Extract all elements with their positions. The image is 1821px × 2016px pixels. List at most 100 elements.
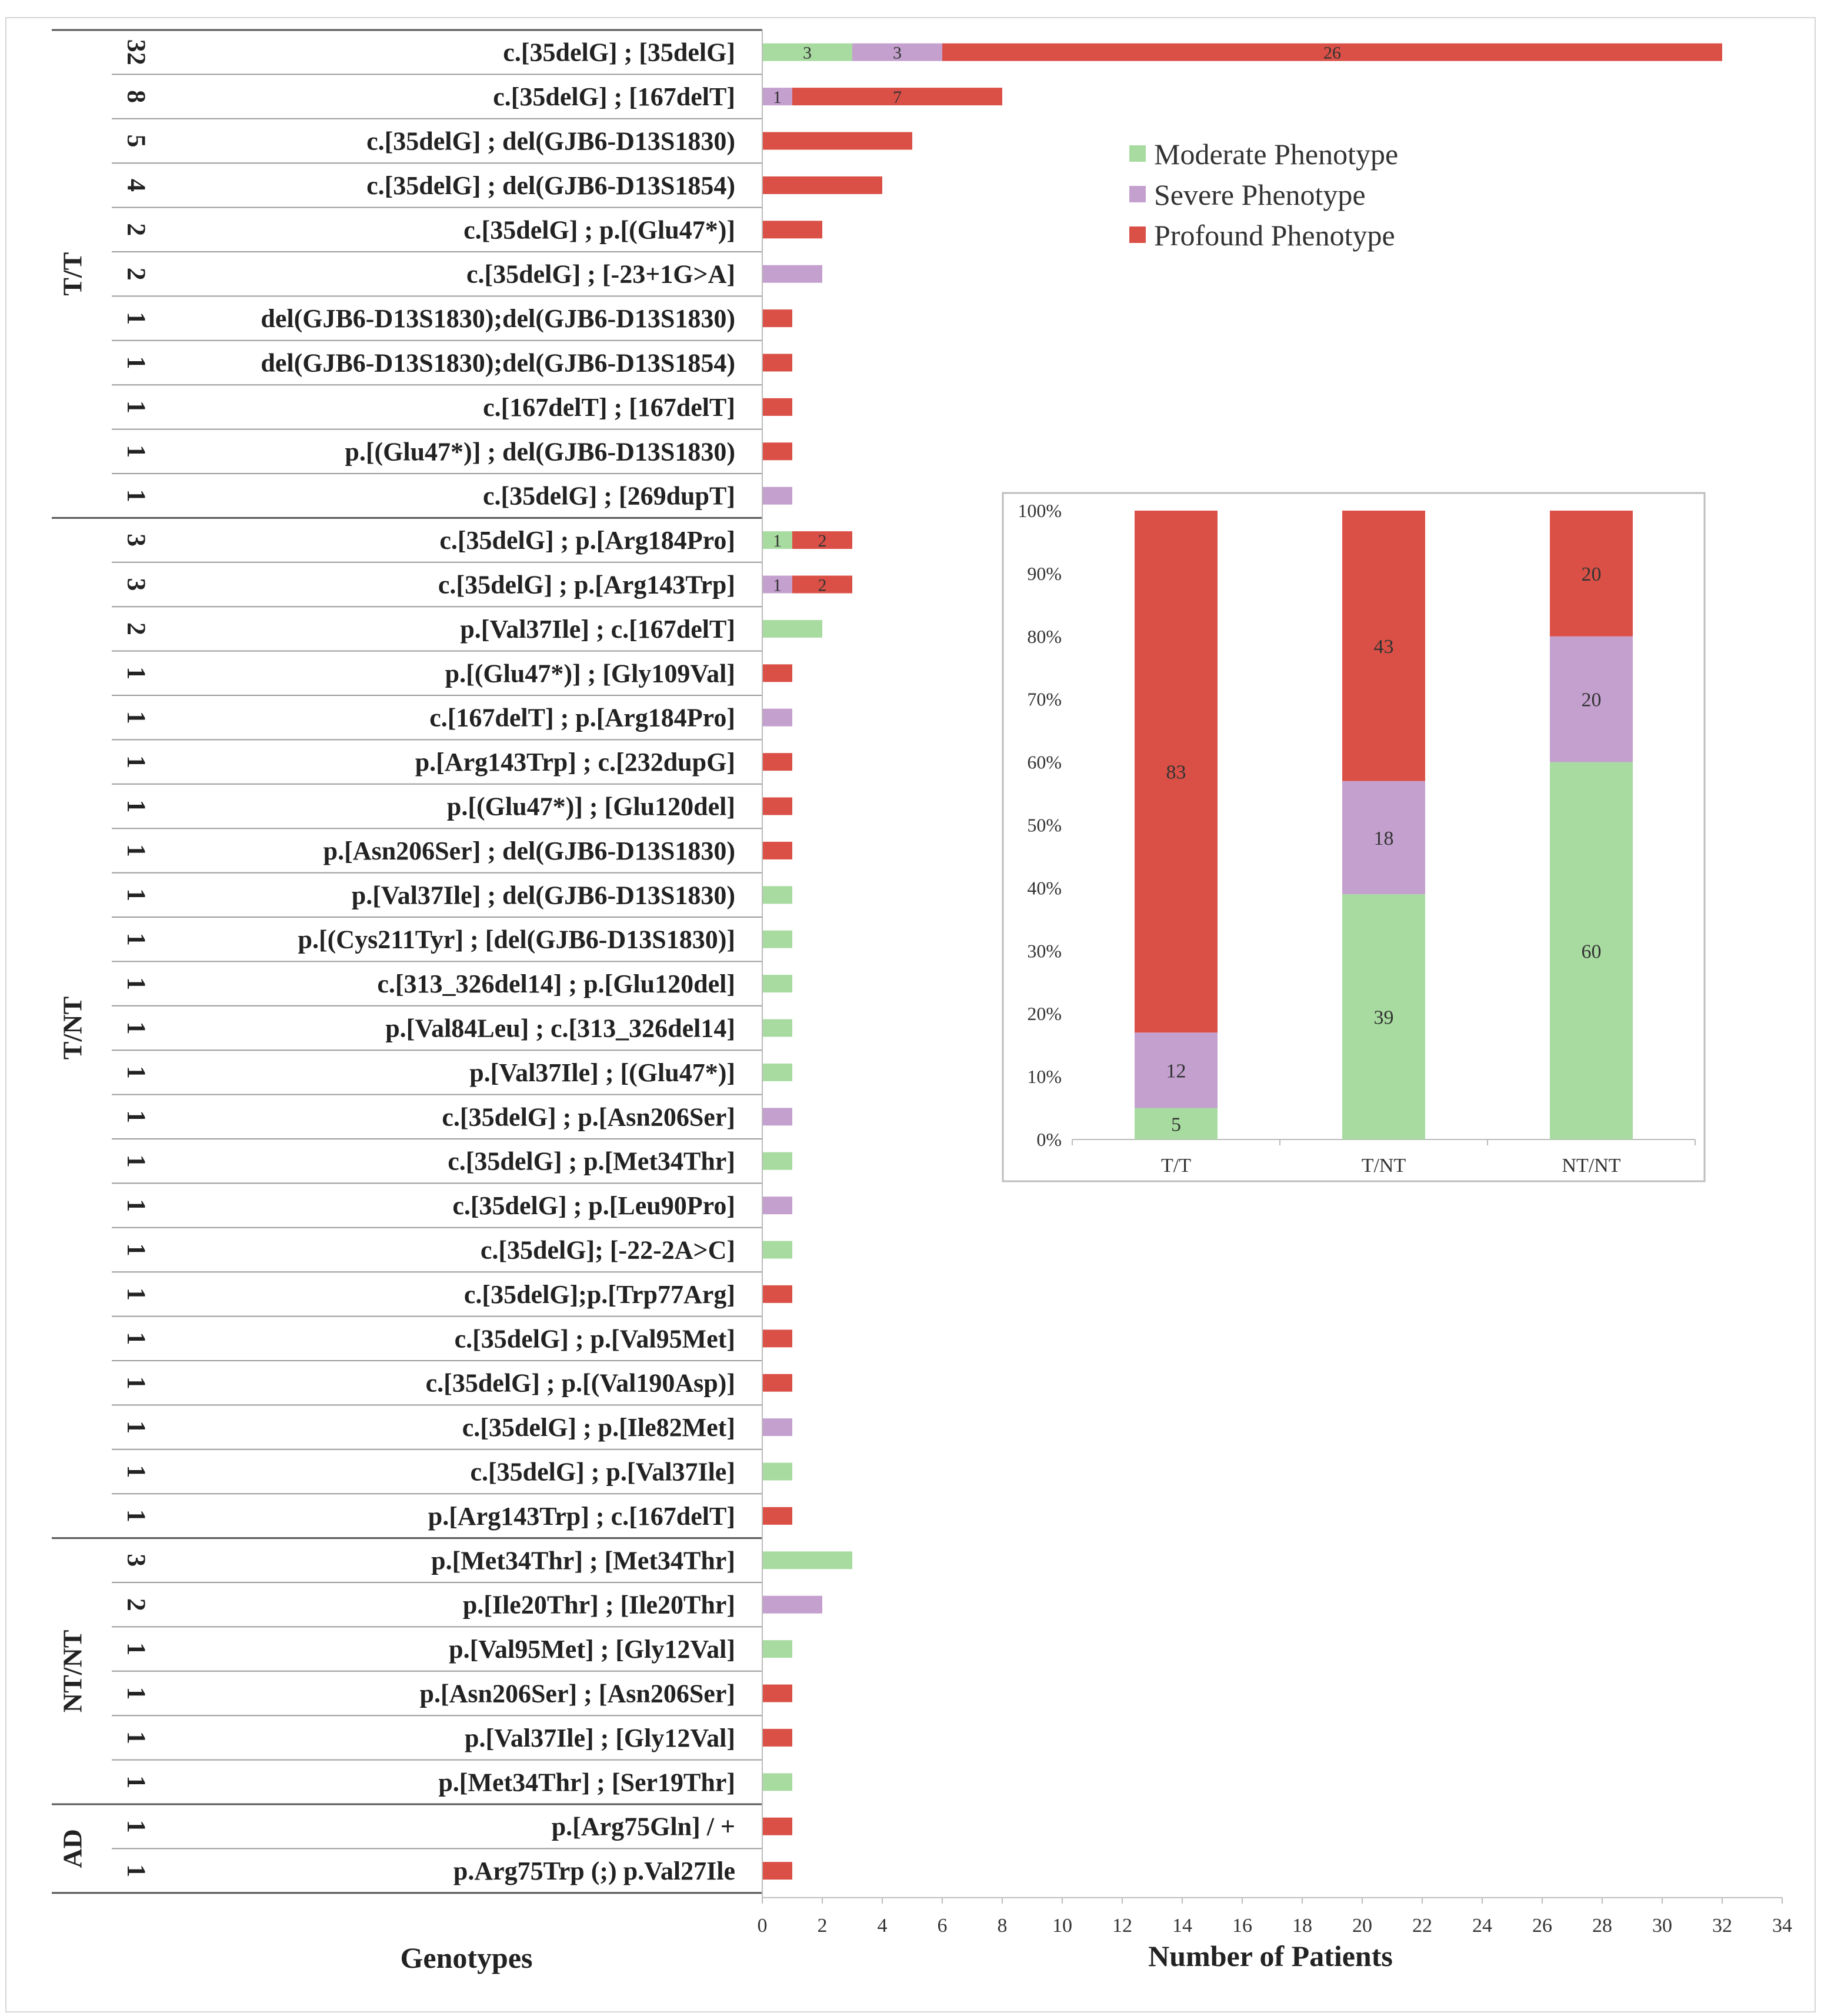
genotype-label: c.[35delG] ; p.[Val37Ile] [470, 1458, 735, 1487]
patient-count-label: 1 [122, 800, 151, 813]
moderate-bar [762, 1152, 792, 1170]
inset-category-label: T/NT [1362, 1155, 1406, 1177]
severe-bar [762, 708, 792, 727]
inset-y-tick-label: 100% [1018, 500, 1062, 521]
profound-column-value: 83 [1166, 762, 1186, 784]
moderate-bar [762, 886, 792, 904]
patient-count-label: 3 [122, 1554, 151, 1567]
patient-count-label: 1 [122, 445, 151, 458]
inset-y-tick-label: 80% [1027, 626, 1062, 647]
profound-bar-value: 7 [893, 88, 902, 107]
moderate-bar [762, 975, 792, 993]
moderate-bar [762, 1241, 792, 1259]
moderate-bar-value: 1 [773, 531, 782, 551]
moderate-bar [762, 1462, 792, 1481]
x-tick-label: 8 [998, 1915, 1008, 1937]
group-label-nt-nt: NT/NT [58, 1630, 88, 1713]
severe-column-segment [1550, 636, 1633, 762]
patient-count-label: 1 [122, 1421, 151, 1434]
patient-count-label: 1 [122, 1332, 151, 1345]
profound-column-value: 20 [1582, 564, 1602, 585]
patient-count-label: 1 [122, 312, 151, 325]
patient-count-label: 1 [122, 356, 151, 369]
profound-bar-value: 2 [818, 576, 827, 595]
patient-count-label: 1 [122, 1642, 151, 1655]
moderate-bar [762, 619, 822, 638]
genotype-label: p.[(Glu47*)] ; [Glu120del] [447, 792, 735, 821]
genotype-label: p.[Val84Leu] ; c.[313_326del14] [385, 1014, 735, 1043]
genotype-label: p.[(Glu47*)] ; [Gly109Val] [445, 659, 735, 688]
profound-bar [762, 797, 792, 815]
patient-count-label: 1 [122, 1244, 151, 1257]
inset-y-tick-label: 30% [1027, 940, 1062, 961]
inset-y-tick-label: 70% [1027, 689, 1062, 710]
genotype-label: p.[Val95Met] ; [Gly12Val] [449, 1635, 735, 1664]
profound-bar [762, 1728, 792, 1747]
profound-column-segment [1135, 511, 1218, 1033]
moderate-bar [762, 1773, 792, 1791]
severe-bar [762, 1108, 792, 1126]
genotype-label: c.[35delG] ; p.[Arg143Trp] [438, 571, 735, 599]
profound-column-segment [1342, 511, 1425, 781]
patient-count-label: 2 [122, 223, 151, 236]
moderate-legend-label: Moderate Phenotype [1154, 138, 1398, 171]
severe-column-value: 18 [1374, 828, 1394, 849]
genotype-label: p.[Met34Thr] ; [Ser19Thr] [438, 1768, 735, 1797]
genotype-label: c.[313_326del14] ; p.[Glu120del] [377, 969, 735, 998]
patient-count-label: 5 [122, 135, 151, 148]
genotype-label: p.[Met34Thr] ; [Met34Thr] [431, 1546, 735, 1575]
x-tick-label: 30 [1652, 1915, 1672, 1937]
severe-column-segment [1342, 781, 1425, 895]
severe-bar [762, 486, 792, 505]
patient-count-label: 1 [122, 1155, 151, 1168]
moderate-column-value: 60 [1582, 941, 1602, 962]
x-tick-label: 20 [1352, 1915, 1372, 1937]
severe-legend-label: Severe Phenotype [1154, 178, 1366, 211]
profound-bar [762, 176, 882, 194]
patient-count-label: 1 [122, 489, 151, 502]
figure-frame [5, 17, 1816, 2012]
moderate-bar [762, 1640, 792, 1658]
profound-bar [762, 1285, 792, 1303]
inset-category-label: T/T [1161, 1155, 1191, 1177]
genotype-label: c.[35delG] ; [35delG] [503, 38, 735, 67]
inset-y-tick-label: 20% [1027, 1003, 1062, 1024]
genotype-label: p.[Ile20Thr] ; [Ile20Thr] [463, 1591, 735, 1620]
patient-count-label: 1 [122, 1066, 151, 1079]
severe-bar [852, 43, 942, 61]
severe-bar [762, 265, 822, 283]
genotype-label: c.[167delT] ; p.[Arg184Pro] [429, 704, 735, 732]
inset-y-tick-label: 90% [1027, 563, 1062, 584]
patient-count-label: 2 [122, 622, 151, 635]
x-tick-label: 16 [1232, 1915, 1252, 1937]
patient-count-label: 1 [122, 977, 151, 990]
x-tick-label: 4 [878, 1915, 888, 1937]
inset-y-tick-label: 50% [1027, 815, 1062, 836]
patient-count-label: 1 [122, 1775, 151, 1788]
patient-count-label: 1 [122, 1022, 151, 1035]
moderate-bar [762, 1551, 852, 1570]
patient-count-label: 1 [122, 933, 151, 946]
x-axis-title: Number of Patients [1148, 1940, 1393, 1972]
genotype-label: c.[35delG] ; p.[Ile82Met] [462, 1413, 735, 1442]
genotype-label: p.[Arg143Trp] ; c.[232dupG] [415, 748, 735, 777]
severe-bar-value: 1 [773, 88, 782, 107]
genotype-label: c.[35delG] ; p.[Met34Thr] [448, 1147, 735, 1176]
inset-y-tick-label: 40% [1027, 877, 1062, 898]
severe-bar [762, 1418, 792, 1437]
patient-count-label: 3 [122, 534, 151, 547]
genotype-label: p.[Arg143Trp] ; c.[167delT] [428, 1502, 735, 1531]
patient-count-label: 1 [122, 667, 151, 679]
genotype-label: c.[35delG] ; [-23+1G>A] [466, 260, 735, 289]
patient-count-label: 1 [122, 1820, 151, 1833]
x-tick-label: 2 [818, 1915, 828, 1937]
genotype-label: p.[Asn206Ser] ; [Asn206Ser] [419, 1680, 735, 1708]
x-tick-label: 6 [938, 1915, 948, 1937]
severe-bar-value: 3 [893, 44, 902, 63]
x-tick-label: 28 [1592, 1915, 1612, 1937]
patient-count-label: 1 [122, 1288, 151, 1301]
profound-bar [762, 442, 792, 461]
y-axis-title: Genotypes [401, 1941, 533, 1974]
genotype-label: p.[Val37Ile] ; del(GJB6-D13S1830) [352, 881, 735, 909]
profound-legend-swatch [1129, 226, 1146, 243]
